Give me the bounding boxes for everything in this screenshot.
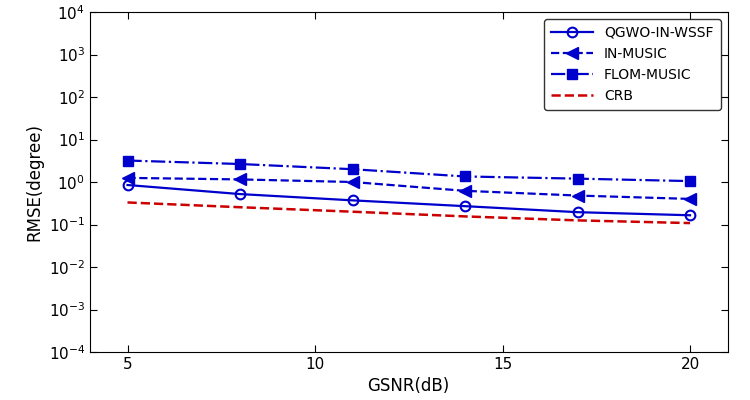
QGWO-IN-WSSF	[348, 198, 357, 203]
FLOM-MUSIC	[573, 176, 582, 181]
X-axis label: GSNR(dB): GSNR(dB)	[368, 378, 450, 396]
CRB	[123, 200, 132, 205]
CRB	[460, 214, 470, 219]
FLOM-MUSIC	[236, 162, 244, 166]
CRB	[348, 209, 357, 214]
QGWO-IN-WSSF	[460, 204, 470, 208]
Y-axis label: RMSE(degree): RMSE(degree)	[25, 123, 43, 241]
Line: IN-MUSIC: IN-MUSIC	[122, 172, 696, 205]
IN-MUSIC	[460, 188, 470, 193]
Legend: QGWO-IN-WSSF, IN-MUSIC, FLOM-MUSIC, CRB: QGWO-IN-WSSF, IN-MUSIC, FLOM-MUSIC, CRB	[544, 19, 721, 110]
Line: FLOM-MUSIC: FLOM-MUSIC	[123, 156, 694, 186]
IN-MUSIC	[123, 176, 132, 180]
FLOM-MUSIC	[686, 179, 694, 184]
Line: QGWO-IN-WSSF: QGWO-IN-WSSF	[123, 180, 694, 220]
IN-MUSIC	[348, 180, 357, 184]
CRB	[573, 218, 582, 223]
FLOM-MUSIC	[123, 158, 132, 163]
QGWO-IN-WSSF	[236, 192, 244, 196]
QGWO-IN-WSSF	[573, 210, 582, 214]
Line: CRB: CRB	[128, 202, 690, 223]
IN-MUSIC	[573, 193, 582, 198]
CRB	[686, 221, 694, 226]
IN-MUSIC	[236, 177, 244, 182]
IN-MUSIC	[686, 196, 694, 201]
CRB	[236, 205, 244, 210]
FLOM-MUSIC	[348, 167, 357, 172]
QGWO-IN-WSSF	[123, 182, 132, 187]
QGWO-IN-WSSF	[686, 213, 694, 218]
FLOM-MUSIC	[460, 174, 470, 179]
